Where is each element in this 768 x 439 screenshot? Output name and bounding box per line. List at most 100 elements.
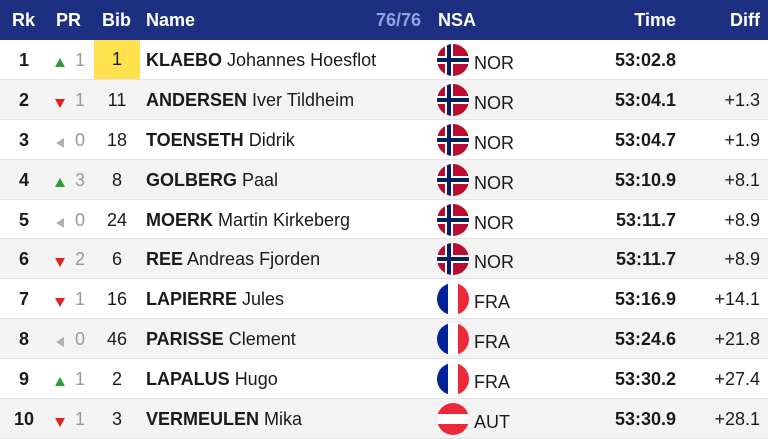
finish-time: 53:10.9 (614, 169, 676, 190)
arrow-down-icon (54, 292, 66, 308)
france-flag-icon (437, 363, 469, 396)
table-body: 1 1 1 KLAEBO Johannes Hoesflot NOR 53:02.8 2 1 1… (0, 40, 768, 439)
rank: 5 (18, 209, 29, 230)
time-difference: +28.1 (714, 409, 760, 430)
header-time[interactable]: Time (634, 10, 676, 30)
rank: 7 (18, 289, 29, 310)
arrow-left-icon (54, 133, 66, 148)
athlete-name[interactable]: LAPIERRE Jules (146, 289, 284, 310)
bib-number: 46 (106, 329, 128, 350)
time-difference: +21.8 (714, 329, 760, 350)
table-row[interactable]: 9 1 2 LAPALUS Hugo FRA 53:30.2 +27.4 (0, 359, 768, 400)
header-name[interactable]: Name (146, 10, 196, 30)
time-difference: +1.9 (724, 129, 760, 150)
arrow-up-icon (54, 173, 66, 187)
athlete-given-name: Iver Tildheim (252, 89, 355, 110)
athlete-name[interactable]: TOENSETH Didrik (146, 130, 295, 151)
position-change: 1 (74, 50, 85, 70)
athlete-surname: MOERK (146, 209, 213, 230)
results-count: 76/76 (375, 10, 421, 30)
athlete-surname: VERMEULEN (146, 409, 260, 430)
rank: 1 (18, 50, 29, 70)
position-change: 0 (74, 209, 85, 230)
table-row[interactable]: 10 1 3 VERMEULEN Mika AUT 53:30.9 +28.1 (0, 399, 768, 439)
athlete-surname: PARISSE (146, 329, 224, 350)
finish-time: 53:11.7 (615, 209, 676, 230)
time-difference: +8.9 (724, 209, 760, 230)
norway-flag-icon (437, 163, 469, 196)
table-row[interactable]: 8 0 46 PARISSE Clement FRA 53:24.6 +21.8 (0, 319, 768, 360)
athlete-name[interactable]: PARISSE Clement (146, 329, 296, 350)
athlete-surname: ANDERSEN (146, 89, 248, 110)
nation-code: FRA (474, 292, 510, 313)
athlete-name[interactable]: KLAEBO Johannes Hoesflot (146, 50, 376, 71)
bib-number: 11 (107, 89, 127, 110)
athlete-given-name: Clement (228, 329, 296, 350)
header-diff[interactable]: Diff (730, 10, 760, 30)
athlete-surname: KLAEBO (146, 50, 222, 70)
arrow-down-icon (54, 252, 66, 268)
athlete-name[interactable]: VERMEULEN Mika (146, 409, 302, 430)
header-pr[interactable]: PR (56, 10, 82, 30)
athlete-name[interactable]: LAPALUS Hugo (146, 369, 278, 390)
athlete-name[interactable]: REE Andreas Fjorden (146, 249, 320, 270)
athlete-given-name: Didrik (248, 129, 295, 150)
athlete-name[interactable]: GOLBERG Paal (146, 170, 278, 191)
athlete-given-name: Hugo (234, 369, 278, 390)
norway-flag-icon (437, 83, 469, 116)
norway-flag-icon (437, 44, 469, 76)
rank: 6 (18, 249, 29, 270)
finish-time: 53:30.2 (614, 369, 676, 390)
arrow-down-icon (54, 93, 66, 108)
arrow-left-icon (54, 213, 66, 228)
athlete-name[interactable]: MOERK Martin Kirkeberg (146, 210, 350, 231)
athlete-surname: TOENSETH (146, 129, 244, 150)
table-row[interactable]: 1 1 1 KLAEBO Johannes Hoesflot NOR 53:02.8 (0, 40, 768, 80)
position-change: 1 (74, 409, 85, 430)
position-change: 1 (74, 89, 85, 110)
nation-code: NOR (474, 132, 514, 153)
rank: 9 (18, 369, 29, 390)
position-change: 3 (74, 169, 85, 190)
athlete-surname: GOLBERG (146, 169, 238, 190)
rank: 8 (18, 329, 29, 350)
table-row[interactable]: 7 1 16 LAPIERRE Jules FRA 53:16.9 +14.1 (0, 279, 768, 320)
rank: 4 (18, 169, 29, 190)
finish-time: 53:11.7 (615, 249, 676, 270)
finish-time: 53:02.8 (614, 50, 676, 70)
bib-number: 18 (106, 129, 128, 150)
athlete-given-name: Paal (242, 169, 279, 190)
time-difference: +8.9 (724, 249, 760, 270)
nation-code: NOR (474, 212, 514, 233)
finish-time: 53:16.9 (614, 289, 676, 310)
nation-code: NOR (474, 252, 514, 273)
finish-time: 53:04.7 (614, 129, 676, 150)
athlete-surname: LAPIERRE (146, 289, 238, 310)
arrow-up-icon (54, 53, 66, 67)
bib-number: 3 (111, 409, 122, 430)
table-header: Rk PR Bib Name 76/76 NSA Time Diff (0, 0, 768, 40)
norway-flag-icon (437, 203, 469, 236)
table-row[interactable]: 5 0 24 MOERK Martin Kirkeberg NOR 53:11.7 +8.9 (0, 199, 768, 240)
table-row[interactable]: 6 2 6 REE Andreas Fjorden NOR 53:11.7 +8.9 (0, 239, 768, 280)
time-difference: +14.1 (714, 289, 760, 310)
arrow-down-icon (54, 412, 66, 428)
table-row[interactable]: 2 1 11 ANDERSEN Iver Tildheim NOR 53:04.1 +1.3 (0, 79, 768, 120)
finish-time: 53:04.1 (614, 89, 676, 110)
time-difference: +8.1 (724, 169, 760, 190)
header-rank[interactable]: Rk (12, 10, 36, 30)
table-row[interactable]: 4 3 8 GOLBERG Paal NOR 53:10.9 +8.1 (0, 159, 768, 200)
bib-number: 24 (106, 209, 128, 230)
finish-time: 53:30.9 (614, 409, 676, 430)
position-change: 1 (74, 289, 85, 310)
norway-flag-icon (437, 123, 469, 156)
nation-code: NOR (474, 92, 514, 113)
bib-number: 6 (111, 249, 122, 270)
table-row[interactable]: 3 0 18 TOENSETH Didrik NOR 53:04.7 +1.9 (0, 119, 768, 160)
header-bib[interactable]: Bib (102, 10, 131, 30)
header-nsa[interactable]: NSA (438, 10, 477, 30)
bib-number: 2 (111, 369, 122, 390)
arrow-left-icon (54, 332, 66, 348)
athlete-name[interactable]: ANDERSEN Iver Tildheim (146, 90, 354, 111)
athlete-given-name: Johannes Hoesflot (227, 50, 377, 70)
